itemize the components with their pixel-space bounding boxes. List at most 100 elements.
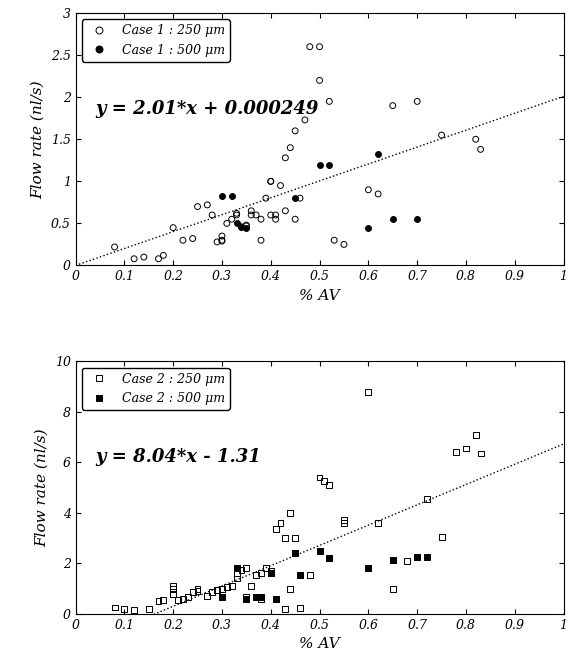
Point [232, 568, 241, 579]
Point [315, 545, 324, 556]
Point [217, 231, 227, 241]
Point [203, 591, 212, 601]
Point [178, 235, 188, 246]
Point [266, 210, 275, 220]
X-axis label: % AV: % AV [299, 637, 340, 651]
Point [290, 533, 300, 543]
Point [286, 583, 295, 594]
Point [217, 191, 227, 202]
Point [476, 144, 485, 155]
Point [217, 236, 227, 246]
Point [193, 201, 202, 212]
Point [295, 603, 304, 613]
Point [139, 252, 149, 263]
Point [276, 180, 285, 191]
Point [232, 218, 241, 229]
Point [315, 42, 324, 52]
Point [339, 515, 349, 526]
Point [325, 553, 334, 564]
Point [266, 568, 275, 579]
Point [266, 565, 275, 576]
Point [290, 214, 300, 225]
Text: y = 2.01*x + 0.000249: y = 2.01*x + 0.000249 [95, 100, 318, 118]
Point [281, 603, 290, 614]
Point [276, 518, 285, 528]
Point [183, 592, 192, 603]
Point [213, 584, 222, 595]
Point [339, 518, 349, 528]
Point [451, 447, 461, 458]
Point [290, 125, 300, 136]
Point [237, 221, 246, 232]
Point [242, 223, 251, 234]
Point [144, 603, 153, 614]
Point [207, 210, 217, 220]
Point [227, 214, 236, 225]
Point [286, 142, 295, 153]
Point [271, 594, 280, 604]
Point [300, 115, 310, 125]
Point [120, 603, 129, 614]
Point [364, 387, 373, 397]
Point [388, 214, 397, 225]
Point [281, 533, 290, 543]
X-axis label: % AV: % AV [299, 289, 340, 303]
Point [193, 583, 202, 594]
Point [203, 200, 212, 210]
Point [261, 193, 271, 203]
Point [388, 583, 397, 594]
Point [325, 96, 334, 106]
Point [242, 220, 251, 231]
Point [227, 191, 236, 202]
Point [222, 582, 231, 592]
Point [242, 221, 251, 231]
Point [159, 595, 168, 605]
Point [286, 507, 295, 518]
Point [364, 223, 373, 233]
Point [271, 214, 280, 225]
Point [437, 130, 446, 140]
Point [252, 592, 261, 603]
Point [471, 430, 480, 440]
Point [168, 588, 178, 599]
Point [217, 583, 227, 594]
Point [305, 569, 314, 580]
Point [374, 518, 383, 528]
Point [256, 568, 266, 579]
Point [256, 592, 266, 603]
Point [242, 563, 251, 573]
Point [461, 443, 471, 454]
Point [325, 480, 334, 490]
Point [217, 592, 227, 603]
Point [242, 594, 251, 604]
Point [413, 552, 422, 562]
Point [130, 253, 139, 264]
Point [237, 221, 246, 232]
Point [374, 149, 383, 159]
Point [168, 583, 178, 594]
Point [305, 42, 314, 52]
Point [422, 552, 432, 562]
Point [471, 134, 480, 144]
Point [271, 210, 280, 220]
Point [154, 596, 163, 607]
Point [173, 595, 182, 605]
Point [413, 214, 422, 225]
Point [325, 159, 334, 170]
Point [242, 592, 251, 603]
Point [232, 210, 241, 220]
Point [329, 235, 339, 246]
Point [290, 193, 300, 203]
Point [232, 563, 241, 573]
Point [232, 208, 241, 219]
Point [281, 153, 290, 163]
Point [213, 236, 222, 247]
Point [159, 250, 168, 261]
Point [266, 568, 275, 579]
Point [227, 581, 236, 591]
Point [168, 581, 178, 591]
Text: y = 8.04*x - 1.31: y = 8.04*x - 1.31 [95, 449, 261, 466]
Point [222, 218, 231, 229]
Point [154, 253, 163, 264]
Point [246, 210, 256, 220]
